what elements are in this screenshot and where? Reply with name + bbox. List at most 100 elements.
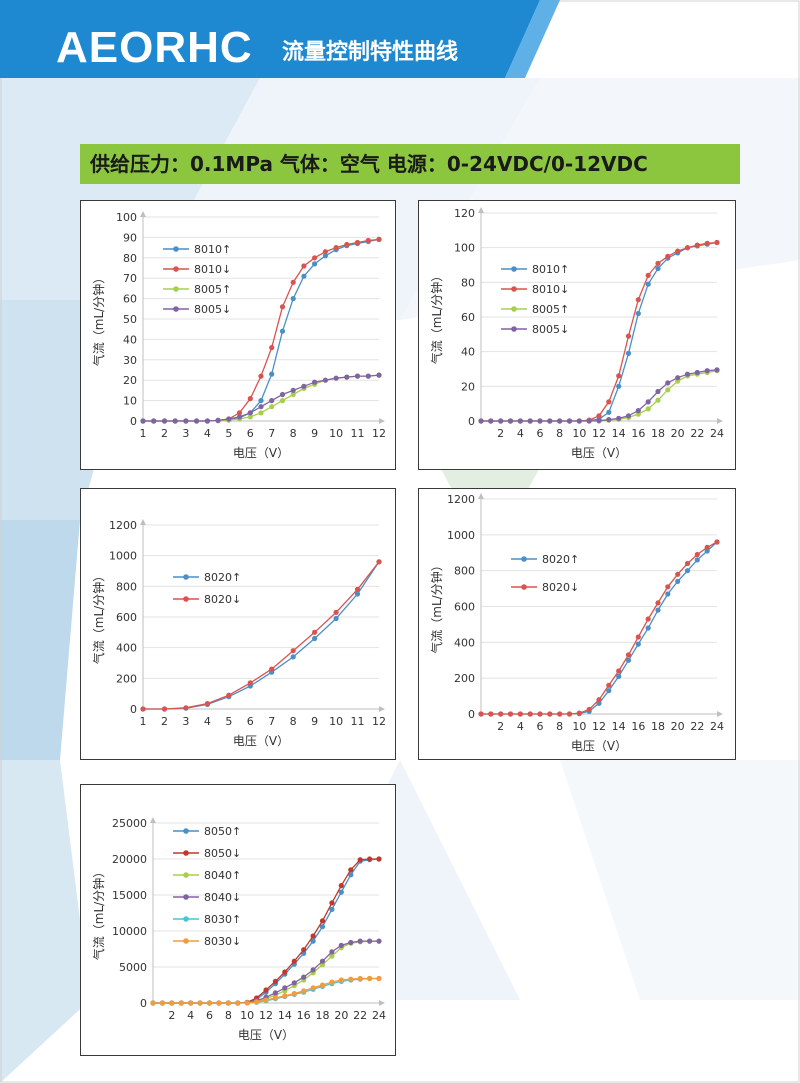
x-tick-label: 18	[316, 1009, 330, 1022]
data-point	[348, 867, 354, 873]
y-axis-title: 气流（mL/分钟）	[429, 559, 444, 653]
data-point	[694, 557, 700, 563]
x-tick-label: 4	[517, 427, 524, 440]
legend-swatch-marker	[183, 828, 189, 834]
data-point	[684, 245, 691, 251]
y-tick-label: 100	[116, 211, 137, 224]
data-point	[694, 551, 700, 558]
legend-label: 8020↑	[204, 571, 241, 584]
x-tick-label: 16	[297, 1009, 311, 1022]
data-point	[704, 368, 710, 374]
y-tick-label: 0	[130, 703, 137, 716]
legend-swatch-marker	[183, 894, 189, 900]
data-point	[225, 1000, 231, 1006]
data-point	[376, 372, 382, 378]
y-tick-label: 40	[461, 346, 475, 359]
data-point	[665, 380, 671, 386]
x-tick-label: 22	[690, 720, 704, 733]
series-line	[143, 561, 380, 710]
data-point	[376, 975, 382, 982]
x-tick-label: 10	[329, 427, 343, 440]
data-point	[333, 609, 339, 615]
data-point	[140, 418, 146, 424]
legend-label: 8010↑	[532, 263, 569, 276]
x-tick-label: 10	[329, 715, 343, 728]
data-point	[338, 883, 344, 889]
y-tick-label: 200	[454, 672, 475, 685]
y-tick-label: 0	[140, 997, 147, 1010]
y-tick-label: 600	[116, 611, 137, 624]
data-point	[714, 367, 720, 373]
data-point	[344, 374, 350, 380]
legend-swatch-marker	[183, 850, 189, 856]
y-tick-label: 25000	[112, 817, 147, 830]
data-point	[357, 938, 363, 944]
data-point	[596, 700, 602, 706]
x-axis-title: 电压（V）	[233, 446, 289, 460]
x-tick-label: 18	[651, 720, 665, 733]
data-point	[161, 706, 168, 712]
data-point	[625, 333, 632, 339]
y-tick-label: 1200	[109, 519, 137, 532]
y-tick-label: 20	[123, 374, 137, 387]
data-point	[616, 383, 622, 389]
data-point	[263, 997, 269, 1003]
y-tick-label: 70	[123, 272, 137, 285]
x-tick-label: 2	[161, 715, 168, 728]
data-point	[704, 240, 710, 246]
data-point	[247, 680, 253, 686]
x-tick-label: 12	[372, 715, 386, 728]
x-tick-label: 6	[247, 715, 254, 728]
chart-panel-8020-24v: 0 200 400 600 800 1000 1200 2 4 6 8 10 12 14 16 18 20 22 2…	[418, 488, 736, 760]
legend-label: 8010↓	[532, 283, 569, 296]
series-line	[143, 238, 380, 422]
data-point	[655, 265, 661, 272]
data-point	[282, 969, 288, 975]
data-point	[498, 418, 504, 424]
data-point	[645, 272, 651, 278]
x-tick-label: 5	[225, 715, 232, 728]
data-point	[329, 906, 335, 912]
data-point	[310, 985, 316, 991]
x-tick-label: 20	[334, 1009, 348, 1022]
data-point	[301, 947, 307, 953]
data-point	[376, 938, 382, 944]
x-tick-label: 10	[240, 1009, 254, 1022]
data-point	[354, 586, 361, 592]
data-point	[498, 711, 504, 717]
data-point	[301, 383, 307, 389]
data-point	[301, 988, 307, 994]
x-tick-label: 6	[537, 720, 544, 733]
legend-label: 8005↑	[194, 283, 231, 296]
data-point	[319, 958, 326, 964]
data-point	[665, 253, 671, 259]
data-point	[665, 387, 671, 393]
data-point	[586, 418, 592, 424]
data-point	[258, 404, 264, 410]
data-point	[290, 279, 296, 285]
legend-swatch-marker	[521, 584, 527, 590]
data-point	[272, 995, 278, 1001]
data-point	[354, 591, 361, 597]
data-point	[376, 236, 382, 242]
data-point	[655, 397, 661, 403]
data-point	[507, 711, 514, 717]
data-point	[576, 710, 582, 716]
data-point	[329, 949, 335, 955]
brand-logo: AEORHC	[56, 23, 253, 72]
x-tick-label: 11	[351, 427, 365, 440]
legend-label: 8030↑	[204, 913, 241, 926]
data-point	[635, 408, 641, 414]
data-point	[204, 701, 210, 707]
data-point	[655, 260, 661, 266]
legend-swatch-marker	[173, 306, 179, 312]
data-point	[329, 953, 335, 959]
x-tick-label: 14	[612, 427, 626, 440]
data-point	[616, 673, 622, 679]
x-tick-label: 24	[710, 427, 724, 440]
data-point	[616, 415, 622, 421]
y-tick-label: 5000	[119, 961, 147, 974]
data-point	[329, 900, 335, 906]
x-tick-label: 6	[537, 427, 544, 440]
